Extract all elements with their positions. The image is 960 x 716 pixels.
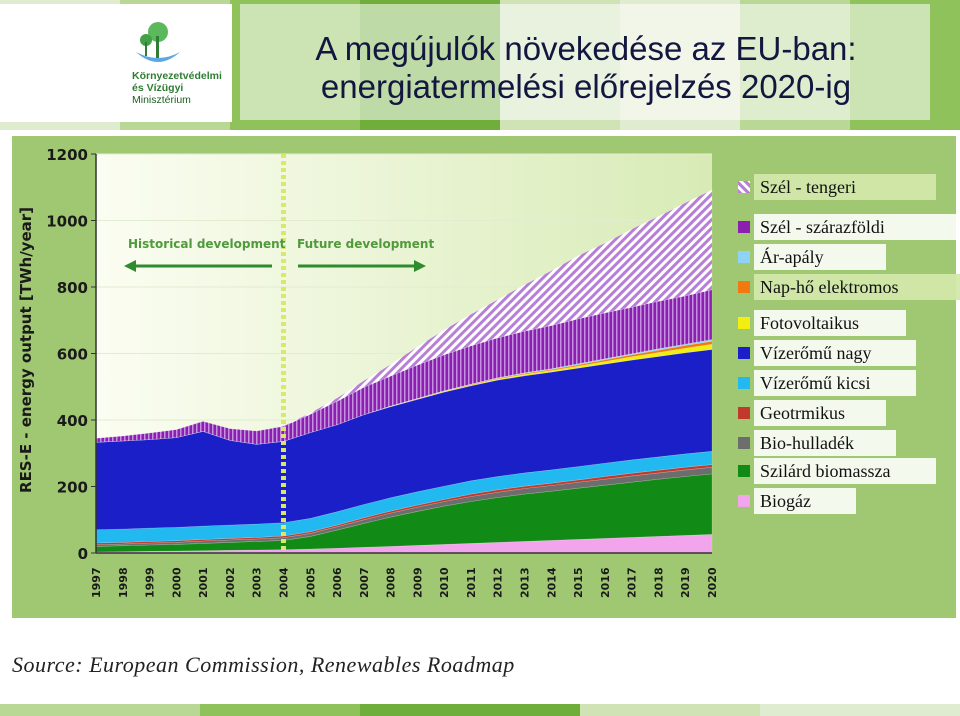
x-tick-label: 2011 <box>465 567 478 598</box>
header-background <box>0 0 960 130</box>
future-arrow <box>298 260 426 272</box>
legend-label: Nap-hő elektromos <box>754 274 960 300</box>
annotation-future: Future development <box>297 237 434 251</box>
x-tick-label: 2018 <box>652 567 665 598</box>
x-tick-label: 2016 <box>599 567 612 598</box>
x-tick-label: 2019 <box>679 567 692 598</box>
x-tick-label: 2013 <box>519 567 532 598</box>
ministry-name-line3: Minisztérium <box>132 94 191 106</box>
legend-label: Vízerőmű nagy <box>754 340 916 366</box>
x-tick-label: 2010 <box>438 567 451 598</box>
legend-label: Biogáz <box>754 488 856 514</box>
ministry-name-line2: és Vízügyi <box>132 82 184 94</box>
y-axis-label: RES-E - energy output [TWh/year] <box>17 207 35 493</box>
x-tick-label: 2000 <box>170 567 183 598</box>
legend-item: Szél - szárazföldi <box>730 214 960 240</box>
stacked-areas <box>95 189 713 554</box>
y-tick-label: 1200 <box>46 146 88 164</box>
legend-label: Vízerőmű kicsi <box>754 370 916 396</box>
legend-label: Szél - szárazföldi <box>754 214 960 240</box>
x-tick-label: 2012 <box>492 567 505 598</box>
footer-bar <box>0 704 960 716</box>
x-tick-label: 1998 <box>117 567 130 598</box>
legend-label: Szél - tengeri <box>754 174 936 200</box>
legend-swatch <box>738 407 750 419</box>
legend-item: Vízerőmű kicsi <box>730 370 960 396</box>
ministry-logo <box>136 22 180 62</box>
x-tick-label: 2005 <box>304 567 317 598</box>
legend-item: Nap-hő elektromos <box>730 274 960 300</box>
y-tick-label: 800 <box>57 279 88 297</box>
legend-item: Ár-apály <box>730 244 960 270</box>
x-tick-label: 2017 <box>626 567 639 598</box>
legend-item: Szél - tengeri <box>730 174 960 200</box>
x-tick-label: 2003 <box>251 567 264 598</box>
ministry-name-line1: Környezetvédelmi <box>132 70 222 82</box>
legend-label: Bio-hulladék <box>754 430 896 456</box>
page-title: A megújulók növekedése az EU-ban: energi… <box>246 30 926 106</box>
legend-swatch <box>738 347 750 359</box>
legend-label: Szilárd biomassza <box>754 458 936 484</box>
legend-swatch <box>738 495 750 507</box>
x-tick-label: 2014 <box>545 567 558 598</box>
historical-arrow <box>124 260 272 272</box>
legend-item: Fotovoltaikus <box>730 310 960 336</box>
legend-swatch <box>738 465 750 477</box>
title-line1: A megújulók növekedése az EU-ban: <box>315 30 857 67</box>
source-note: Source: European Commission, Renewables … <box>12 652 515 677</box>
x-tick-label: 2006 <box>331 567 344 598</box>
y-tick-label: 600 <box>57 346 88 364</box>
y-tick-label: 1000 <box>46 213 88 231</box>
x-tick-label: 2009 <box>411 567 424 598</box>
legend-label: Fotovoltaikus <box>754 310 906 336</box>
y-tick-label: 400 <box>57 412 88 430</box>
x-tick-label: 1997 <box>90 567 103 598</box>
x-tick-labels: 1997 1998 1999 2000 2001 2002 2003 2004 2005 2006… <box>90 567 719 598</box>
legend-item: Szilárd biomassza <box>730 458 960 484</box>
area-series-10 <box>95 189 713 439</box>
chart-legend: Szél - tengeri Szél - szárazföldi Ár-apály… <box>730 168 960 528</box>
legend-label: Geotrmikus <box>754 400 886 426</box>
legend-swatch <box>738 437 750 449</box>
x-tick-label: 2002 <box>224 567 237 598</box>
title-line2: energiatermelési előrejelzés 2020-ig <box>320 68 852 105</box>
legend-item: Vízerőmű nagy <box>730 340 960 366</box>
legend-swatch <box>738 377 750 389</box>
legend-item: Biogáz <box>730 488 960 514</box>
x-tick-label: 2001 <box>197 567 210 598</box>
legend-swatch <box>738 251 750 263</box>
legend-item: Geotrmikus <box>730 400 960 426</box>
legend-swatch <box>738 221 750 233</box>
legend-label: Ár-apály <box>754 244 886 270</box>
x-tick-label: 2020 <box>706 567 719 598</box>
y-tick-label: 0 <box>78 545 88 563</box>
tree-icon <box>136 22 180 62</box>
x-tick-label: 2015 <box>572 567 585 598</box>
legend-swatch <box>738 317 750 329</box>
x-tick-label: 2004 <box>278 567 291 598</box>
legend-item: Bio-hulladék <box>730 430 960 456</box>
y-tick-label: 200 <box>57 479 88 497</box>
x-tick-label: 2008 <box>385 567 398 598</box>
x-tick-label: 2007 <box>358 567 371 598</box>
x-tick-label: 1999 <box>144 567 157 598</box>
legend-swatch <box>738 181 750 193</box>
y-tick-labels: 0 200 400 600 800 1000 1200 <box>46 146 96 563</box>
legend-swatch <box>738 281 750 293</box>
ministry-name: Környezetvédelmi és Vízügyi Minisztérium <box>132 70 222 106</box>
annotation-historical: Historical development <box>128 237 286 251</box>
